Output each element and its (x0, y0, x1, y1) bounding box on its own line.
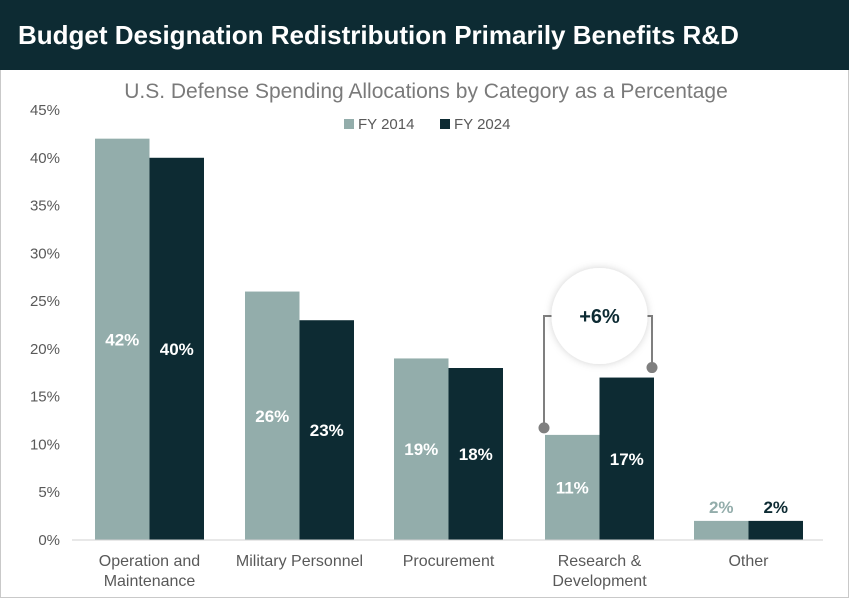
y-tick-label: 5% (38, 484, 60, 501)
x-category-label: Research & (558, 553, 642, 570)
annotation-text: +6% (579, 306, 620, 328)
bar-fy-2024 (748, 520, 803, 540)
bar-fy-2024 (448, 368, 503, 540)
y-tick-label: 15% (30, 389, 60, 406)
data-label: 42% (105, 330, 139, 349)
annotation-bubble (551, 268, 648, 364)
y-tick-label: 30% (30, 245, 60, 262)
bar-fy-2014 (95, 138, 150, 540)
data-label: 40% (160, 340, 194, 359)
y-tick-label: 10% (30, 436, 60, 453)
bar-fy-2014 (394, 358, 449, 540)
bars: 42% 40% 26% 23% 19% 18% 11% 17% 2% 2% (95, 138, 803, 540)
bar-fy-2014 (245, 291, 300, 540)
legend-swatch (440, 119, 450, 129)
bracket-dot (646, 362, 658, 374)
legend-label: FY 2024 (454, 116, 510, 133)
data-label: 2% (763, 498, 788, 517)
y-tick-label: 40% (30, 150, 60, 167)
bar-fy-2024 (299, 320, 354, 540)
data-label: 17% (610, 450, 644, 469)
data-label: 2% (709, 498, 734, 517)
legend-label: FY 2014 (358, 116, 414, 133)
bar-fy-2024 (149, 157, 204, 540)
data-label: 18% (459, 445, 493, 464)
data-label: 19% (404, 440, 438, 459)
y-axis: 0% 5% 10% 15% 20% 25% 30% 35% 40% 45% (30, 102, 60, 549)
x-category-label: Military Personnel (236, 553, 363, 570)
x-category-label: Maintenance (104, 573, 196, 590)
data-label: 11% (556, 478, 589, 497)
legend-swatch (344, 119, 354, 129)
x-category-label: Operation and (99, 553, 200, 570)
y-tick-label: 0% (38, 532, 60, 549)
bar-fy-2024 (599, 377, 654, 540)
page-title: Budget Designation Redistribution Primar… (0, 0, 849, 70)
bar-fy-2014 (545, 434, 600, 540)
y-tick-label: 20% (30, 341, 60, 358)
x-category-label: Procurement (403, 553, 495, 570)
y-tick-label: 25% (30, 293, 60, 310)
legend: FY 2014 FY 2024 (344, 116, 510, 133)
x-category-label: Other (728, 553, 769, 570)
bar-fy-2014 (694, 520, 749, 540)
data-label: 26% (255, 407, 289, 426)
chart-subtitle: U.S. Defense Spending Allocations by Cat… (124, 80, 728, 103)
y-tick-label: 45% (30, 102, 60, 119)
bracket-dot (538, 422, 550, 434)
x-category-label: Development (552, 573, 647, 590)
y-tick-label: 35% (30, 198, 60, 215)
x-axis: Operation and Maintenance Military Personn… (72, 539, 823, 590)
data-label: 23% (310, 421, 344, 440)
annotation: +6% (538, 268, 658, 434)
